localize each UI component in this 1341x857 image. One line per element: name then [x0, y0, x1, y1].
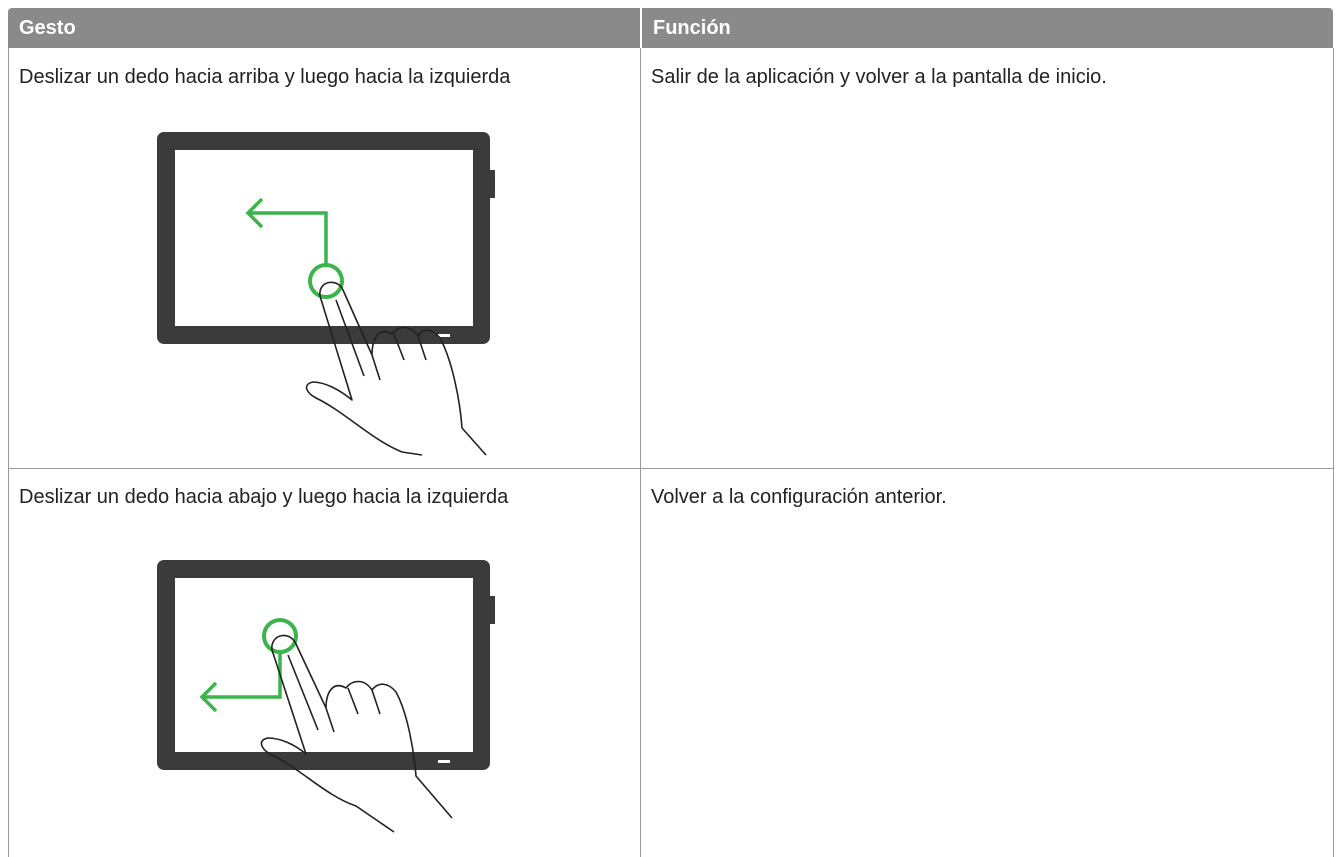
header-cell: Gesto	[8, 8, 640, 48]
tablet-illustration	[157, 132, 495, 456]
gesture-illustrations	[157, 132, 495, 833]
border	[8, 468, 1334, 469]
tablet-illustration	[157, 560, 495, 833]
border	[8, 48, 9, 857]
cell: Volver a la configuración anterior.	[651, 486, 947, 508]
cell: Salir de la aplicación y volver a la pan…	[651, 66, 1107, 88]
header-cell: Función	[641, 8, 1333, 48]
border	[640, 48, 641, 857]
cell: Deslizar un dedo hacia arriba y luego ha…	[19, 66, 511, 88]
border	[1333, 48, 1334, 857]
cell: Deslizar un dedo hacia abajo y luego hac…	[19, 486, 509, 508]
